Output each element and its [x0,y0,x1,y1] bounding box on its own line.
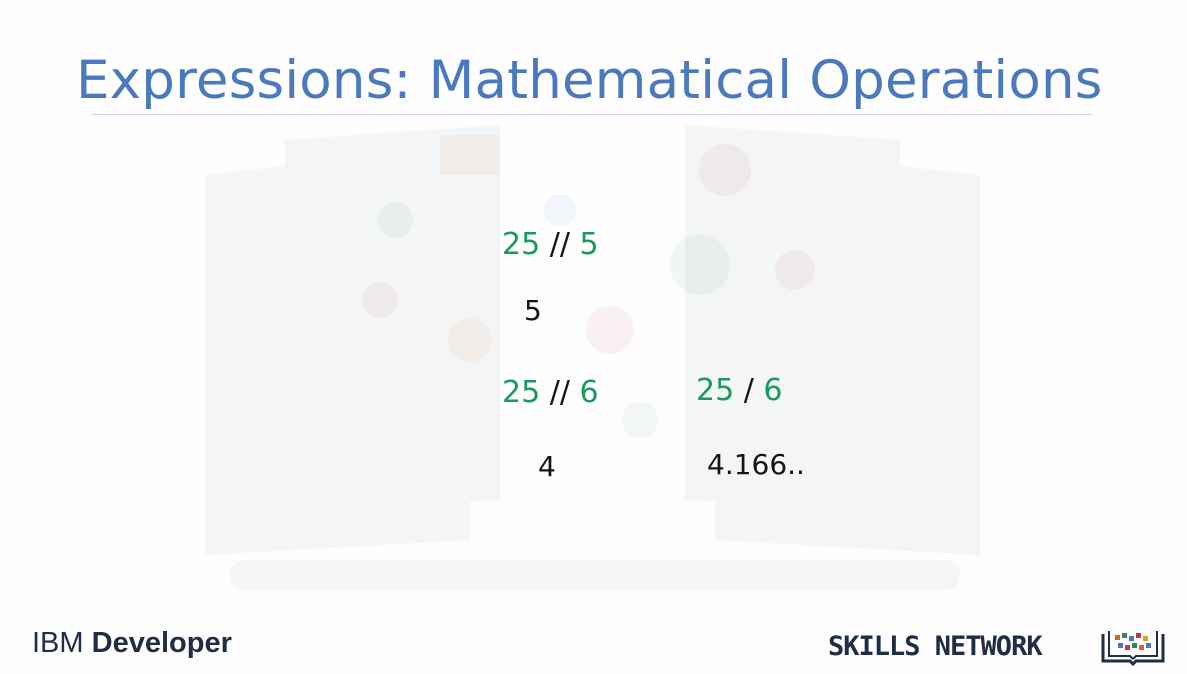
expression-floor-division-25-by-6: 25 // 6 [502,375,599,410]
expression-left-operand: 25 [502,375,541,410]
expression-result-floor-division-25-by-6: 4 [538,450,556,483]
slide-title: Expressions: Mathematical Operations [76,50,1103,111]
expression-result-true-division-25-by-6: 4.166.. [707,448,805,481]
skills-network-book-icon [1101,631,1165,666]
expression-right-operand: 6 [763,373,783,408]
expression-operator: / [743,373,754,408]
ibm-developer-brand: IBM Developer [32,627,232,660]
expression-result-floor-division-25-by-5: 5 [524,294,542,327]
brand-name: Developer [91,627,232,659]
expression-true-division-25-by-6: 25 / 6 [696,373,782,408]
expression-right-operand: 6 [579,375,599,410]
expression-left-operand: 25 [502,227,541,262]
expression-operator: // [549,227,570,262]
title-underline [92,114,1092,115]
expression-floor-division-25-by-5: 25 // 5 [502,227,599,262]
skills-network-label: SKILLS NETWORK [828,631,1043,662]
expression-left-operand: 25 [696,373,735,408]
brand-prefix: IBM [32,627,84,659]
expression-right-operand: 5 [579,227,599,262]
expression-operator: // [549,375,570,410]
